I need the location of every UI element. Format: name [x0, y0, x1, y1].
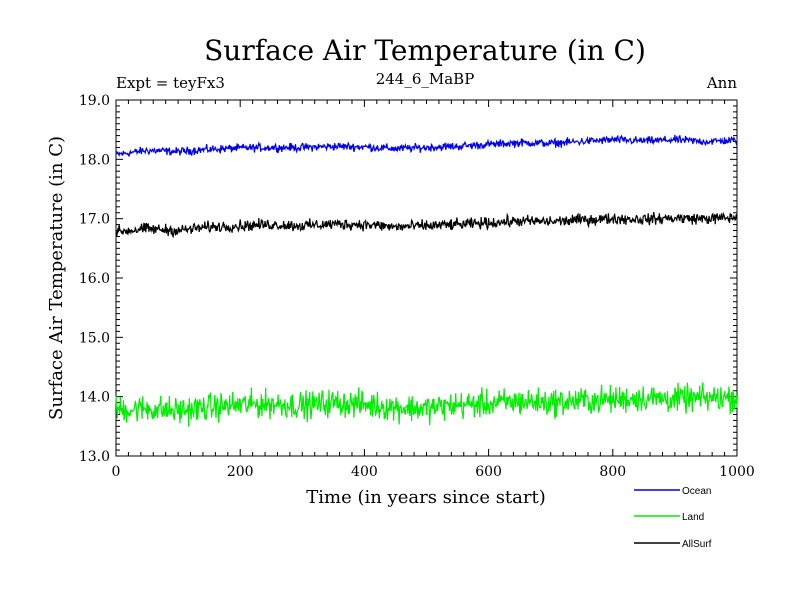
x-tick-label: 200 [227, 464, 254, 480]
y-tick-label: 14.0 [79, 390, 110, 406]
x-axis: 0 200 400 600 800 1000 [112, 100, 755, 480]
series-lines [115, 134, 738, 427]
y-tick-label: 18.0 [79, 152, 110, 168]
y-tick-label: 13.0 [79, 449, 110, 465]
chart-title: Surface Air Temperature (in C) [204, 34, 646, 67]
legend-label-land: Land [682, 512, 704, 523]
series-line-ocean [115, 134, 738, 157]
y-tick-label: 17.0 [79, 212, 110, 228]
legend-label-ocean: Ocean [682, 486, 711, 497]
y-axis-label: Surface Air Temperature (in C) [46, 136, 67, 420]
y-tick-label: 16.0 [79, 271, 110, 287]
season-label: Ann [706, 74, 737, 92]
x-tick-label: 0 [112, 464, 121, 480]
period-label: 244_6_MaBP [376, 70, 475, 88]
experiment-label: Expt = teyFx3 [116, 74, 225, 92]
x-tick-label: 800 [599, 464, 626, 480]
x-tick-label: 400 [351, 464, 378, 480]
legend-label-allsurf: AllSurf [682, 539, 712, 550]
legend: Ocean Land AllSurf [634, 486, 712, 550]
series-line-land [115, 382, 738, 427]
x-tick-label: 600 [475, 464, 502, 480]
y-tick-label: 19.0 [79, 93, 110, 109]
x-tick-label: 1000 [719, 464, 755, 480]
y-tick-label: 15.0 [79, 330, 110, 346]
series-line-allsurf [115, 211, 738, 239]
x-axis-label: Time (in years since start) [306, 487, 546, 508]
